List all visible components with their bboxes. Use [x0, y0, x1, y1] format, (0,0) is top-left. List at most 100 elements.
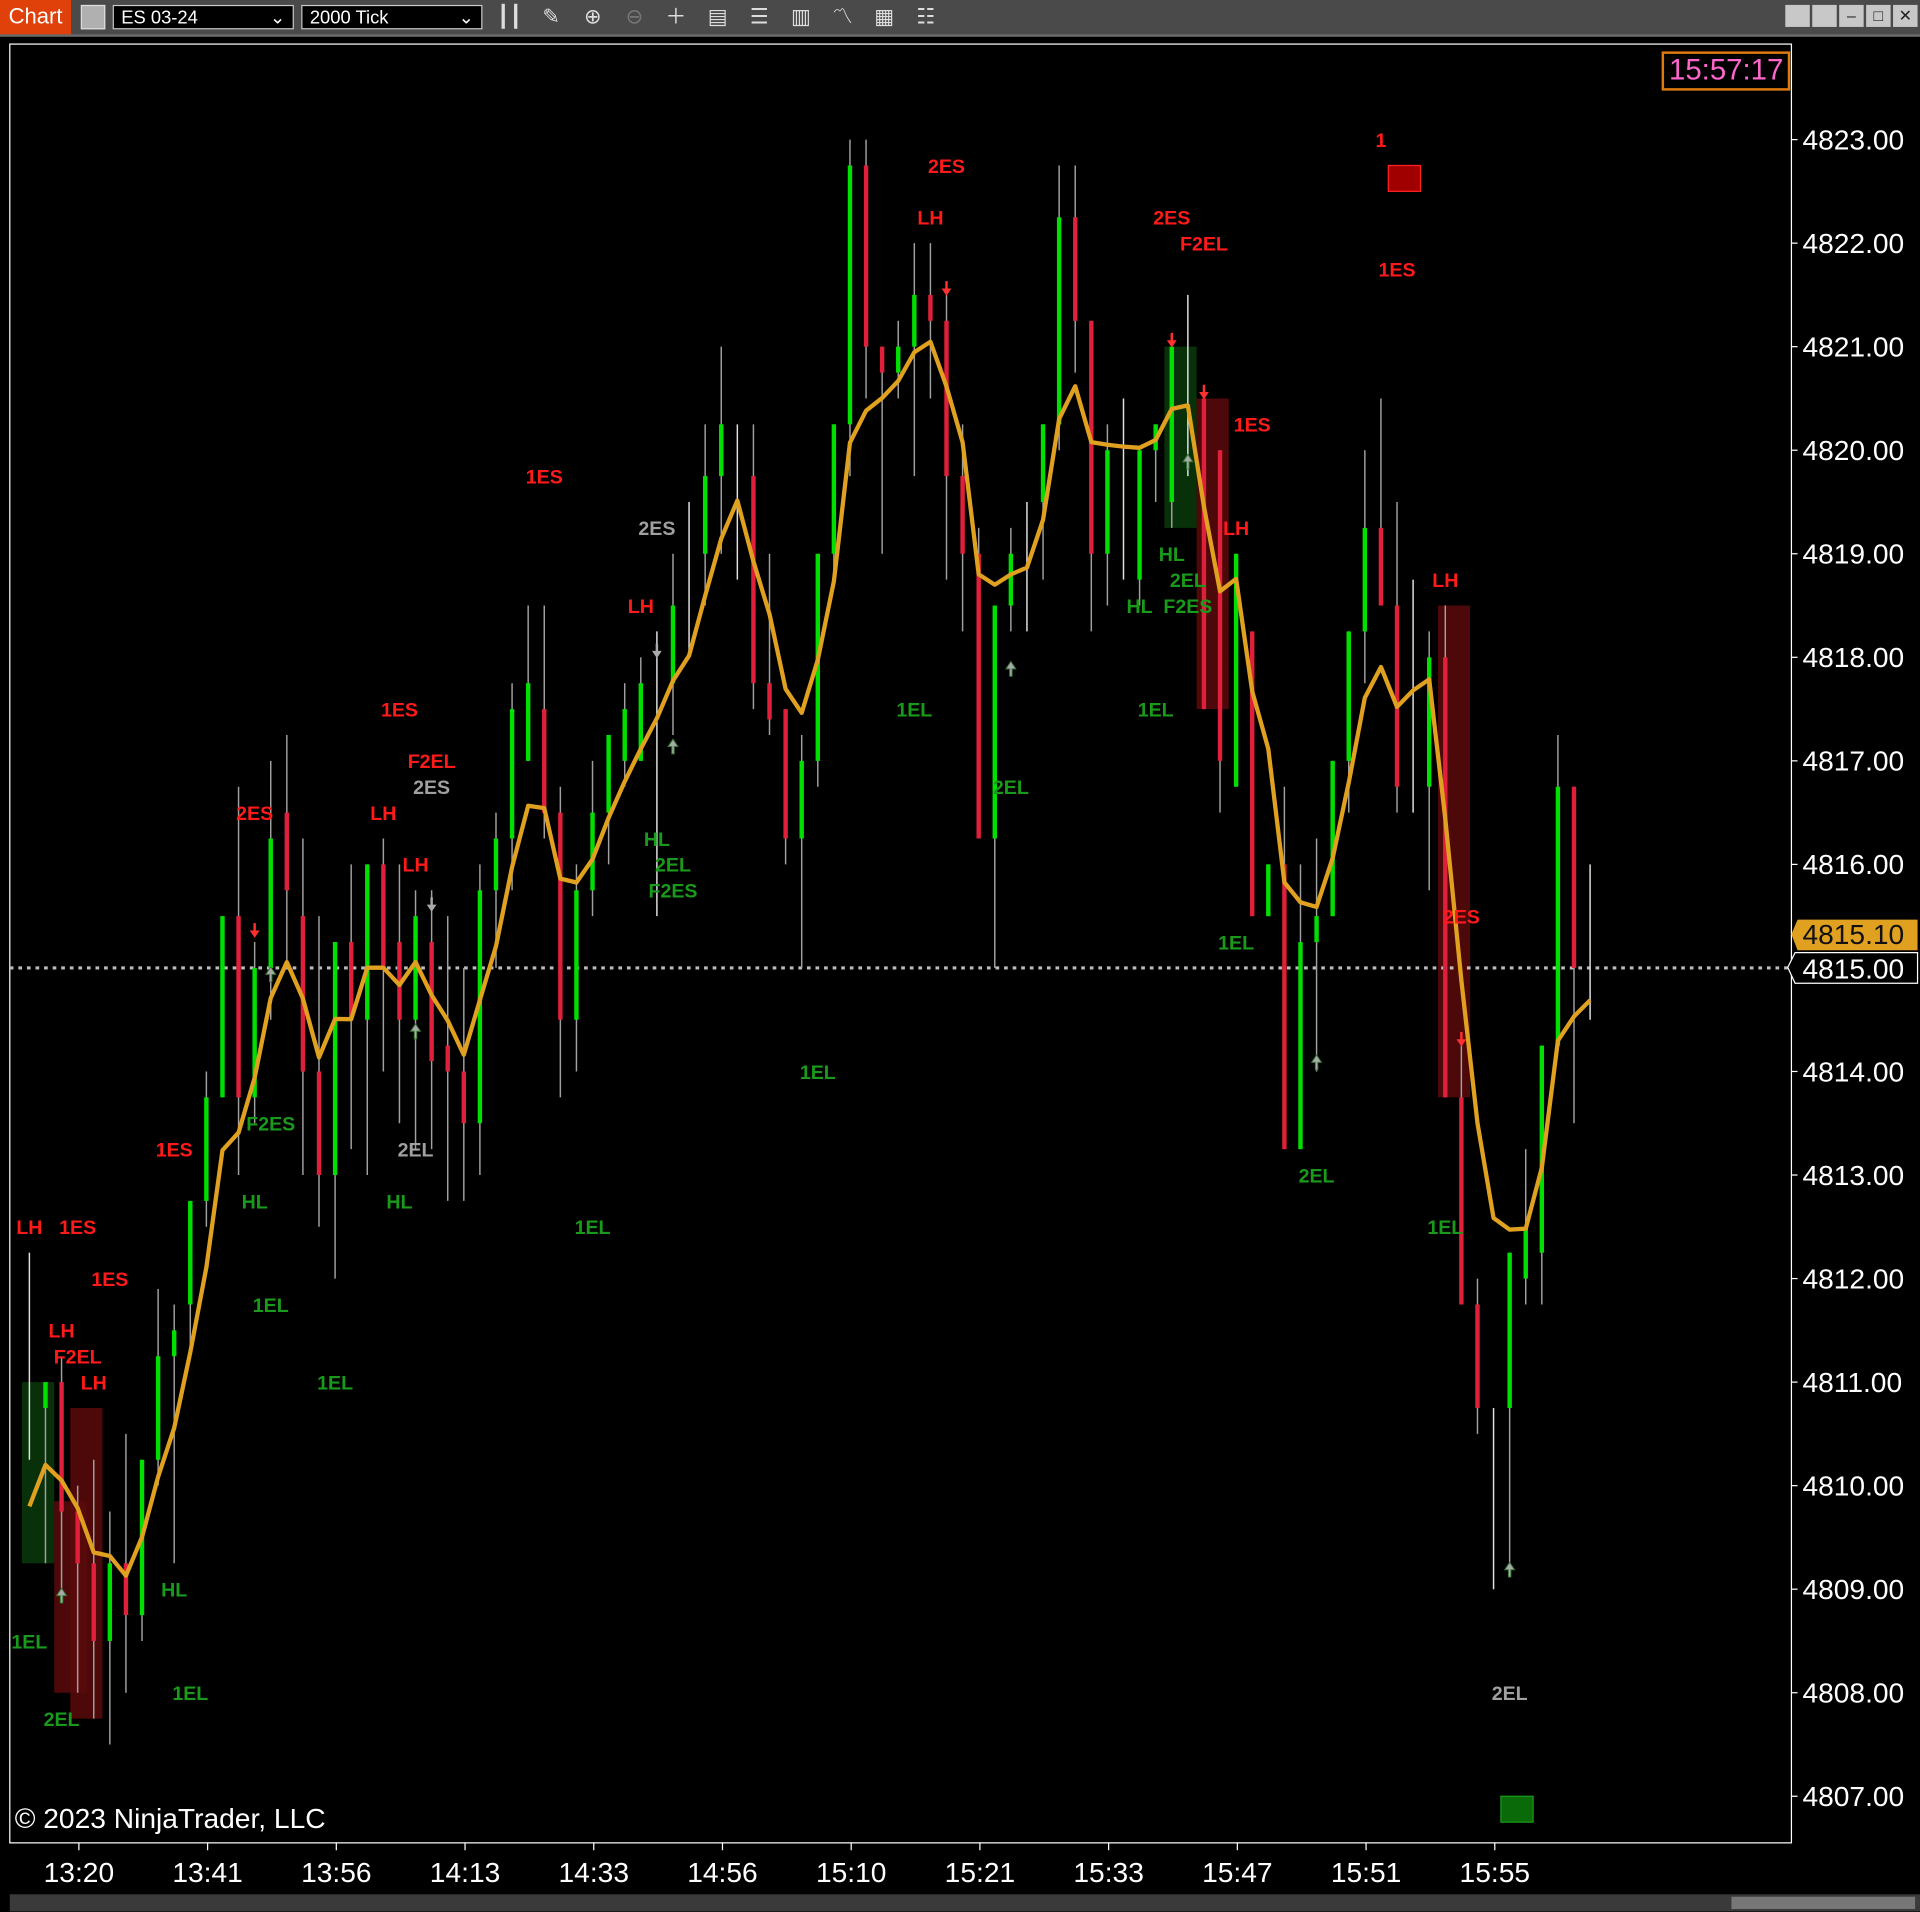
- bars-type-icon[interactable]: ┃┃: [496, 4, 522, 29]
- signal-label: 1EL: [317, 1372, 353, 1394]
- candle-body: [1073, 217, 1078, 321]
- signal-label: 1EL: [253, 1295, 289, 1317]
- calculator-icon[interactable]: ▦: [874, 4, 894, 29]
- candle: [91, 1459, 96, 1719]
- candle-body: [1555, 786, 1561, 1046]
- zoom-in-icon[interactable]: ⊕: [583, 4, 602, 29]
- candle: [896, 320, 901, 399]
- candle-body: [1571, 786, 1577, 968]
- price-tick-label: 4821.00: [1802, 331, 1904, 362]
- candle: [252, 942, 257, 1124]
- signal-label: F2ES: [648, 881, 697, 903]
- candle-body: [1378, 527, 1384, 606]
- candle-body: [525, 683, 531, 761]
- candle-body: [413, 916, 418, 1020]
- price-tick-label: 4817.00: [1802, 746, 1904, 777]
- candle: [976, 527, 981, 839]
- candle: [236, 786, 241, 1176]
- candle: [992, 605, 997, 968]
- price-tick-label: 4816.00: [1802, 849, 1904, 880]
- signal-label: 1EL: [172, 1683, 208, 1705]
- candle: [1362, 450, 1368, 684]
- candle-body: [1523, 1226, 1528, 1279]
- close-icon[interactable]: ✕: [1893, 4, 1918, 27]
- signal-label: HL: [1127, 596, 1153, 618]
- candle: [445, 916, 450, 1201]
- arrow-up-icon: [1182, 453, 1194, 470]
- horizontal-scrollbar[interactable]: [9, 1894, 1920, 1912]
- candle-body: [1105, 450, 1110, 554]
- signal-label: HL: [1159, 544, 1185, 566]
- candle-body: [1233, 553, 1239, 787]
- price-tick-label: 4810.00: [1802, 1470, 1904, 1501]
- interval-select[interactable]: 2000 Tick ⌄: [301, 4, 483, 30]
- candle-body: [445, 1045, 450, 1072]
- pencil-icon[interactable]: ✎: [542, 4, 560, 29]
- candle-body: [574, 890, 579, 1020]
- signal-label: LH: [1223, 518, 1249, 540]
- candle: [1314, 838, 1319, 1072]
- crosshair-icon[interactable]: ＋: [665, 4, 687, 29]
- candle: [509, 683, 515, 891]
- candle: [155, 1288, 161, 1486]
- candle: [381, 838, 386, 1072]
- data-box-icon[interactable]: ▤: [707, 4, 728, 29]
- time-tick-label: 15:55: [1460, 1857, 1530, 1888]
- tile2-icon[interactable]: [1812, 4, 1837, 27]
- signal-label: F2EL: [54, 1347, 102, 1369]
- signal-zone: [70, 1407, 103, 1719]
- price-tick-label: 4809.00: [1802, 1574, 1904, 1605]
- candle: [204, 1071, 209, 1227]
- candle: [284, 734, 290, 968]
- signal-label: LH: [628, 596, 654, 618]
- candle: [767, 553, 772, 735]
- candle-body: [751, 476, 756, 684]
- properties-icon[interactable]: ☷: [916, 4, 936, 29]
- candle: [831, 424, 837, 580]
- price-tick-label: 4818.00: [1802, 642, 1904, 673]
- arrow-down-icon: [1166, 332, 1177, 348]
- candle: [638, 657, 644, 761]
- signal-label: 1ES: [91, 1269, 128, 1291]
- signal-label: 2ES: [928, 156, 965, 178]
- signal-label: 2ES: [236, 803, 273, 825]
- price-chart[interactable]: LH 1ES 1ES LH F2EL LH 1EL 2EL 1EL HL 1ES 2ES F2ES HL 1…: [0, 37, 1920, 1895]
- candle: [879, 346, 885, 554]
- zoom-out-icon[interactable]: ⊖: [625, 4, 644, 29]
- scroll-thumb[interactable]: [1731, 1896, 1916, 1909]
- time-tick-label: 15:33: [1073, 1857, 1143, 1888]
- candle-body: [783, 709, 788, 839]
- candle-body: [912, 294, 917, 347]
- maximize-icon[interactable]: □: [1866, 4, 1891, 27]
- candle: [863, 139, 869, 399]
- candle: [1571, 786, 1577, 1124]
- last-price-label: 4815.10: [1802, 919, 1904, 950]
- minimize-icon[interactable]: –: [1839, 4, 1864, 27]
- candle: [1426, 631, 1432, 891]
- time-tick-label: 14:33: [559, 1857, 629, 1888]
- candle: [461, 967, 467, 1201]
- signal-marker: [1500, 1795, 1534, 1823]
- candle: [912, 243, 917, 477]
- candle-body: [155, 1356, 161, 1460]
- candle: [847, 139, 853, 477]
- candle-body: [1250, 631, 1255, 917]
- price-tick-label: 4811.00: [1802, 1367, 1902, 1398]
- candle: [75, 1485, 80, 1693]
- tile-icon[interactable]: [1785, 4, 1810, 27]
- instrument-select[interactable]: ES 03-24 ⌄: [112, 4, 294, 30]
- candle: [107, 1511, 113, 1745]
- strategies-icon[interactable]: ▥: [791, 4, 811, 29]
- candle: [413, 890, 418, 1150]
- link-color-button[interactable]: [80, 4, 106, 30]
- time-tick-label: 14:56: [687, 1857, 757, 1888]
- arrow-up-icon: [264, 966, 277, 983]
- current-price-marker: 4815.00: [1787, 952, 1919, 984]
- candle-body: [461, 1071, 467, 1124]
- templates-icon[interactable]: ☰: [749, 4, 769, 29]
- candle-body: [863, 165, 869, 347]
- candle: [1266, 864, 1271, 917]
- indicators-icon[interactable]: 〽: [832, 4, 853, 29]
- candle-body: [268, 838, 273, 968]
- candle-body: [1507, 1252, 1512, 1408]
